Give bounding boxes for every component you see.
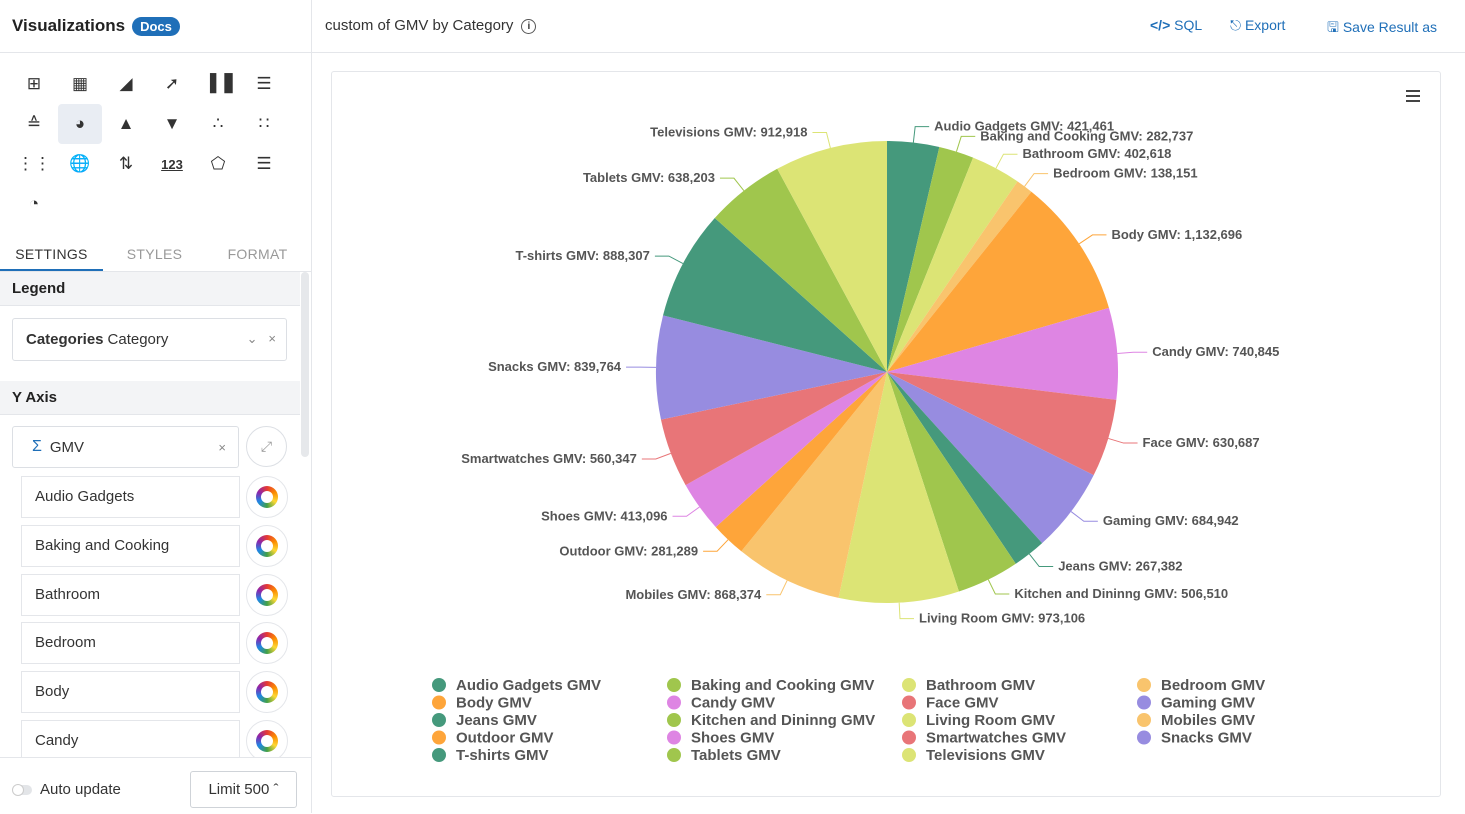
color-wheel-icon xyxy=(256,486,278,508)
category-row[interactable]: Bedroom xyxy=(21,622,240,664)
tab-styles[interactable]: STYLES xyxy=(103,238,206,271)
chart-header: custom of GMV by Category i </> SQL ⎋ Exp… xyxy=(312,0,1465,53)
legend-section-title: Legend xyxy=(0,272,300,306)
stacked-bar-icon[interactable]: ☰ xyxy=(242,144,286,184)
export-button[interactable]: ⎋ Export xyxy=(1230,17,1285,34)
code-icon: </> xyxy=(1150,17,1170,33)
settings-tabs: SETTINGS STYLES FORMAT xyxy=(0,238,311,272)
auto-update-toggle[interactable] xyxy=(12,785,32,795)
legend-field-tools: ⌄ × xyxy=(247,331,276,347)
chevron-down-icon[interactable]: ⌄ xyxy=(247,331,258,346)
radar-icon[interactable]: ⬠ xyxy=(196,144,240,184)
color-picker-button[interactable] xyxy=(246,525,288,567)
combo-chart-icon[interactable]: ≙ xyxy=(12,104,56,144)
bubble-icon[interactable]: ∷ xyxy=(242,104,286,144)
export-icon: ⎋ xyxy=(1230,17,1241,33)
collapse-arrows-icon[interactable]: ⤢ xyxy=(246,426,287,467)
page-title: custom of GMV by Category xyxy=(325,17,513,34)
chart-container xyxy=(331,71,1441,797)
scatter-icon[interactable]: ∴ xyxy=(196,104,240,144)
pie-chart-icon[interactable]: ◕ xyxy=(58,104,102,144)
color-picker-button[interactable] xyxy=(246,574,288,616)
map-icon[interactable]: 🌐 xyxy=(58,144,102,184)
legend-field-value: Category xyxy=(108,331,169,348)
tab-format[interactable]: FORMAT xyxy=(206,238,309,271)
color-wheel-icon xyxy=(256,730,278,752)
info-icon[interactable]: i xyxy=(521,19,536,34)
area-chart-icon[interactable]: ◢ xyxy=(104,64,148,104)
color-picker-button[interactable] xyxy=(246,671,288,713)
category-row[interactable]: Audio Gadgets xyxy=(21,476,240,518)
limit-button[interactable]: Limit 500 ˆ xyxy=(190,771,297,808)
line-chart-icon[interactable]: ➚ xyxy=(150,64,194,104)
heatmap-icon[interactable]: ⋮⋮ xyxy=(12,144,56,184)
category-row[interactable]: Candy xyxy=(21,720,240,762)
sql-label: SQL xyxy=(1174,17,1202,33)
pivot-table-icon[interactable]: ▦ xyxy=(58,64,102,104)
sidebar-title: Visualizations xyxy=(12,16,125,36)
save-result-button[interactable]: 🖫 Save Result as xyxy=(1327,17,1437,41)
color-wheel-icon xyxy=(256,632,278,654)
export-label: Export xyxy=(1245,17,1285,33)
table-icon[interactable]: ⊞ xyxy=(12,64,56,104)
yaxis-section-title: Y Axis xyxy=(0,381,300,415)
sigma-icon: Σ xyxy=(32,438,42,456)
docs-badge[interactable]: Docs xyxy=(132,17,180,36)
legend-field-type: Categories xyxy=(26,331,104,348)
color-wheel-icon xyxy=(256,584,278,606)
number-icon[interactable]: 123 xyxy=(150,144,194,184)
yaxis-field[interactable]: Σ GMV × xyxy=(12,426,239,468)
auto-update-label: Auto update xyxy=(40,781,121,798)
tab-settings[interactable]: SETTINGS xyxy=(0,238,103,271)
horizontal-bar-icon[interactable]: ☰ xyxy=(242,64,286,104)
color-wheel-icon xyxy=(256,535,278,557)
color-wheel-icon xyxy=(256,681,278,703)
chevron-up-icon: ˆ xyxy=(274,781,279,798)
close-icon[interactable]: × xyxy=(268,331,276,346)
sort-icon[interactable]: ⇅ xyxy=(104,144,148,184)
save-icon: 🖫 xyxy=(1327,19,1339,35)
pyramid-icon[interactable]: ▲ xyxy=(104,104,148,144)
legend-field[interactable]: Categories Category ⌄ × xyxy=(12,318,287,361)
color-picker-button[interactable] xyxy=(246,720,288,762)
category-row[interactable]: Body xyxy=(21,671,240,713)
sidebar-footer: Auto update Limit 500 ˆ xyxy=(0,757,311,814)
chart-title-wrap: custom of GMV by Category i xyxy=(325,17,536,34)
category-row[interactable]: Bathroom xyxy=(21,574,240,616)
sql-button[interactable]: </> SQL xyxy=(1150,17,1202,33)
limit-label: Limit 500 xyxy=(208,781,269,798)
save-label: Save Result as xyxy=(1343,19,1437,35)
category-row[interactable]: Baking and Cooking xyxy=(21,525,240,567)
sidebar-header: Visualizations Docs xyxy=(0,0,311,53)
funnel-icon[interactable]: ▼ xyxy=(150,104,194,144)
bar-chart-icon[interactable]: ▕▍▋ xyxy=(196,64,240,104)
yaxis-field-value: GMV xyxy=(50,439,84,456)
close-icon[interactable]: × xyxy=(218,440,226,455)
visualization-sidebar: Visualizations Docs ⊞▦◢➚▕▍▋☰ ≙◕▲▼∴∷ ⋮⋮🌐⇅12… xyxy=(0,0,312,813)
gauge-icon[interactable]: ◔ xyxy=(12,184,56,224)
sidebar-scrollbar[interactable] xyxy=(301,272,309,457)
color-picker-button[interactable] xyxy=(246,622,288,664)
hamburger-menu-icon[interactable] xyxy=(1406,90,1420,105)
color-picker-button[interactable] xyxy=(246,476,288,518)
